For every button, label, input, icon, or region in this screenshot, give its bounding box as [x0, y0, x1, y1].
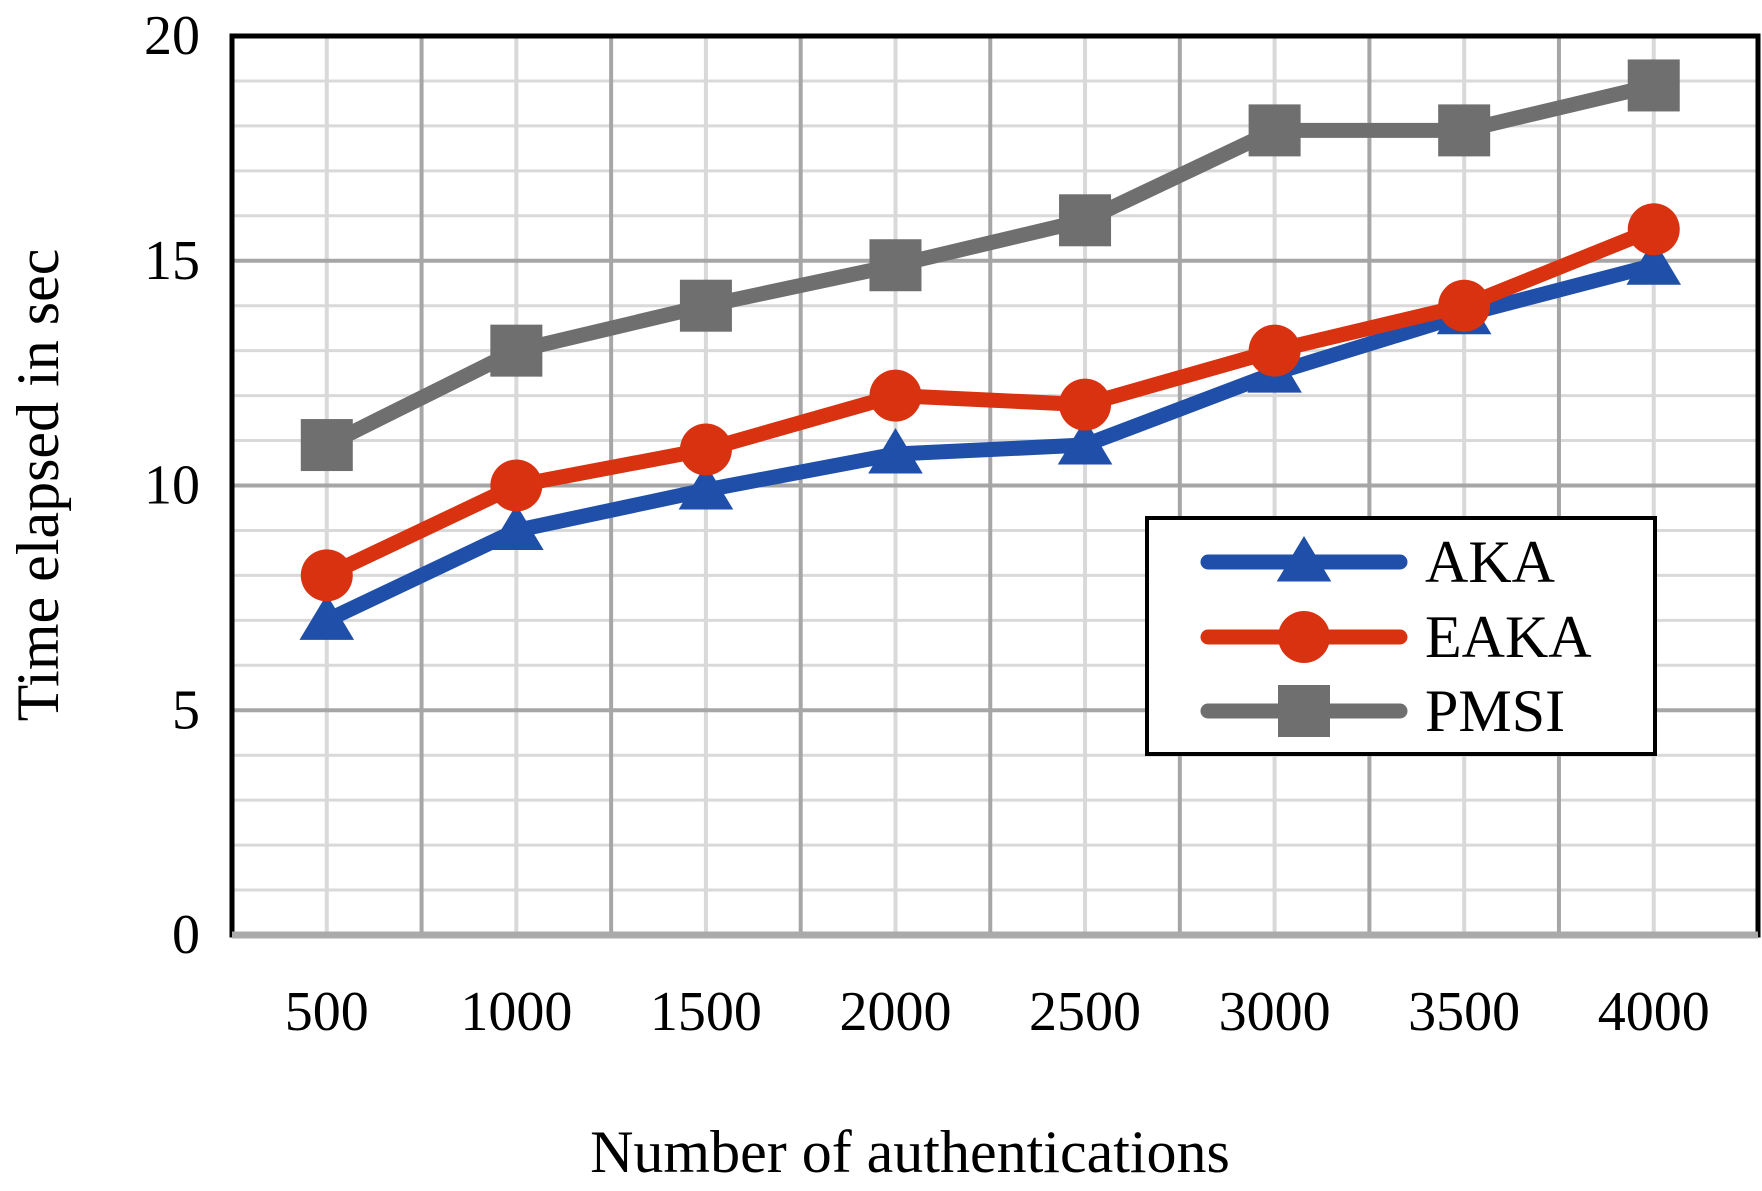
data-point-pmsi: [300, 419, 353, 472]
data-point-aka: [1057, 419, 1113, 465]
series-line-eaka: [319, 221, 1662, 583]
data-point-eaka: [1248, 324, 1301, 377]
legend-marker-pmsi: [1278, 685, 1330, 737]
data-point-aka: [299, 594, 355, 640]
data-point-eaka: [1627, 203, 1680, 256]
y-tick-labels: 0 5 10 15 20: [144, 5, 200, 966]
data-point-eaka: [679, 423, 732, 476]
legend-marker-aka: [1276, 536, 1332, 582]
data-point-pmsi: [1438, 104, 1491, 157]
data-point-eaka: [1438, 279, 1491, 332]
x-tick-label: 1000: [460, 981, 572, 1043]
legend: AKA EAKA PMSI: [1145, 516, 1657, 756]
y-tick-label: 10: [144, 455, 200, 517]
data-point-aka: [868, 428, 923, 474]
data-point-eaka: [1059, 378, 1112, 431]
y-tick-label: 5: [172, 679, 200, 741]
data-point-eaka: [490, 459, 543, 512]
data-point-aka: [489, 504, 544, 550]
x-axis-title: Number of authentications: [590, 1119, 1230, 1185]
x-tick-label: 4000: [1598, 981, 1710, 1043]
legend-label-pmsi: PMSI: [1425, 678, 1565, 744]
data-point-aka: [678, 463, 734, 510]
data-point-pmsi: [490, 324, 543, 377]
data-point-pmsi: [869, 239, 922, 292]
data-point-pmsi: [679, 279, 732, 332]
x-tick-label: 3000: [1219, 981, 1331, 1043]
x-tick-label: 500: [285, 981, 369, 1043]
y-axis-title: Time elapsed in sec: [5, 249, 71, 722]
x-tick-label: 2000: [839, 981, 951, 1043]
x-tick-label: 3500: [1408, 981, 1520, 1043]
data-point-aka: [1626, 239, 1682, 285]
series-line-aka: [319, 257, 1662, 628]
y-tick-label: 0: [172, 904, 200, 966]
x-tick-labels: 500 1000 1500 2000 2500 3000 3500 4000: [285, 981, 1710, 1043]
y-tick-label: 20: [144, 5, 200, 67]
series-layer: [299, 59, 1682, 640]
data-point-pmsi: [1059, 194, 1112, 247]
legend-label-aka: AKA: [1425, 529, 1555, 595]
x-tick-label: 1500: [650, 981, 762, 1043]
data-point-eaka: [869, 369, 922, 422]
grid-major: [232, 36, 1758, 935]
data-point-pmsi: [1248, 104, 1301, 157]
x-tick-label: 2500: [1029, 981, 1141, 1043]
legend-label-eaka: EAKA: [1425, 604, 1592, 670]
data-point-eaka: [300, 549, 353, 602]
legend-marker-eaka: [1278, 611, 1330, 663]
series-line-pmsi: [319, 77, 1662, 453]
data-point-pmsi: [1627, 59, 1680, 112]
y-tick-label: 15: [144, 230, 200, 292]
